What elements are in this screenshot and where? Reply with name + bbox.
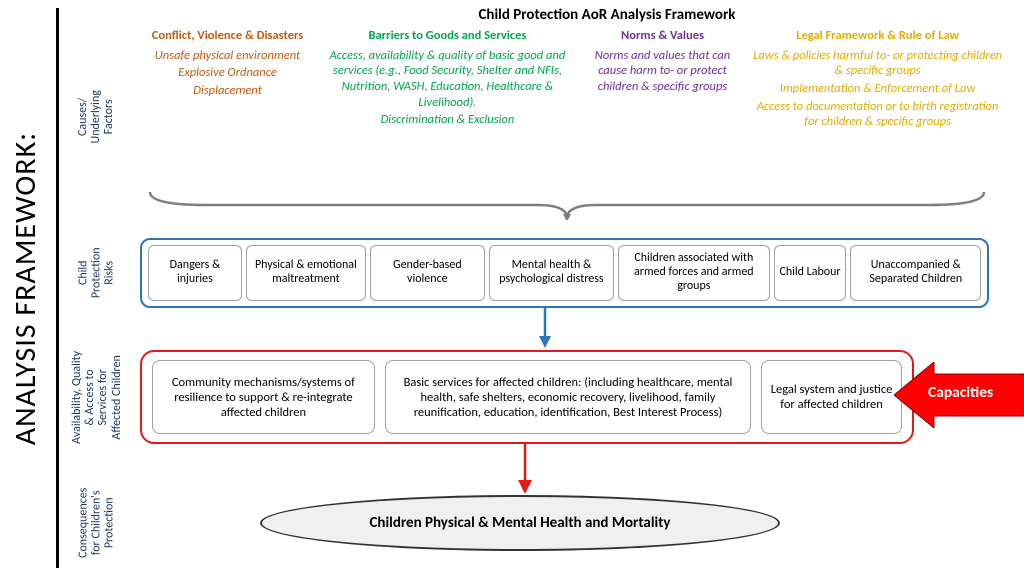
capacities-label: Capacities [928, 383, 993, 402]
causes-grid: Conflict, Violence & Disasters Unsafe phy… [140, 28, 1004, 132]
cause-column: Barriers to Goods and Services Access, av… [321, 28, 574, 132]
cause-item: Access, availability & quality of basic … [321, 48, 574, 111]
vertical-title-text: ANALYSIS FRAMEWORK: [8, 131, 45, 444]
risk-item: Gender-based violence [370, 245, 485, 301]
cause-column: Norms & Values Norms and values that can … [580, 28, 745, 132]
outcome-ellipse: Children Physical & Mental Health and Mo… [260, 495, 780, 551]
risk-item: Dangers & injuries [148, 245, 242, 301]
service-item: Basic services for affected children: (i… [385, 360, 751, 434]
risk-item: Physical & emotional maltreatment [246, 245, 366, 301]
cause-heading: Norms & Values [580, 28, 745, 44]
risk-item: Mental health & psychological distress [489, 245, 614, 301]
cause-item: Access to documentation or to birth regi… [751, 99, 1004, 130]
risk-item: Children associated with armed forces an… [618, 245, 770, 301]
vertical-title: ANALYSIS FRAMEWORK: [2, 0, 50, 576]
arrow-down-blue-icon [535, 308, 555, 350]
row-label-risks: ChildProtectionRisks [62, 236, 132, 310]
risk-item: Child Labour [774, 245, 847, 301]
vertical-divider [56, 8, 59, 568]
outcome-text: Children Physical & Mental Health and Mo… [369, 514, 670, 532]
service-item: Legal system and justice for affected ch… [761, 360, 902, 434]
main-title: Child Protection AoR Analysis Framework [270, 6, 944, 24]
cause-column: Legal Framework & Rule of Law Laws & poli… [751, 28, 1004, 132]
bracket-icon [145, 190, 989, 220]
row-label-services: Availability, Quality& Access toServices… [62, 340, 132, 455]
row-label-consequences: Consequencesfor Children'sProtection [62, 478, 132, 568]
cause-heading: Barriers to Goods and Services [321, 28, 574, 44]
services-box: Community mechanisms/systems of resilien… [140, 350, 914, 444]
arrow-down-red-icon [515, 444, 535, 496]
cause-item: Explosive Ordnance [140, 65, 315, 81]
cause-item: Discrimination & Exclusion [321, 112, 574, 128]
cause-item: Implementation & Enforcement of Law [751, 81, 1004, 97]
capacities-arrow: Capacities [894, 362, 1024, 428]
cause-item: Norms and values that can cause harm to-… [580, 48, 745, 95]
cause-item: Unsafe physical environment [140, 48, 315, 64]
row-label-causes: Causes/UnderlyingFactors [62, 42, 132, 192]
cause-column: Conflict, Violence & Disasters Unsafe phy… [140, 28, 315, 132]
cause-heading: Legal Framework & Rule of Law [751, 28, 1004, 44]
service-item: Community mechanisms/systems of resilien… [152, 360, 375, 434]
risk-item: Unaccompanied & Separated Children [850, 245, 981, 301]
risks-box: Dangers & injuriesPhysical & emotional m… [140, 238, 989, 308]
cause-item: Laws & policies harmful to- or protectin… [751, 48, 1004, 79]
cause-item: Displacement [140, 83, 315, 99]
cause-heading: Conflict, Violence & Disasters [140, 28, 315, 44]
